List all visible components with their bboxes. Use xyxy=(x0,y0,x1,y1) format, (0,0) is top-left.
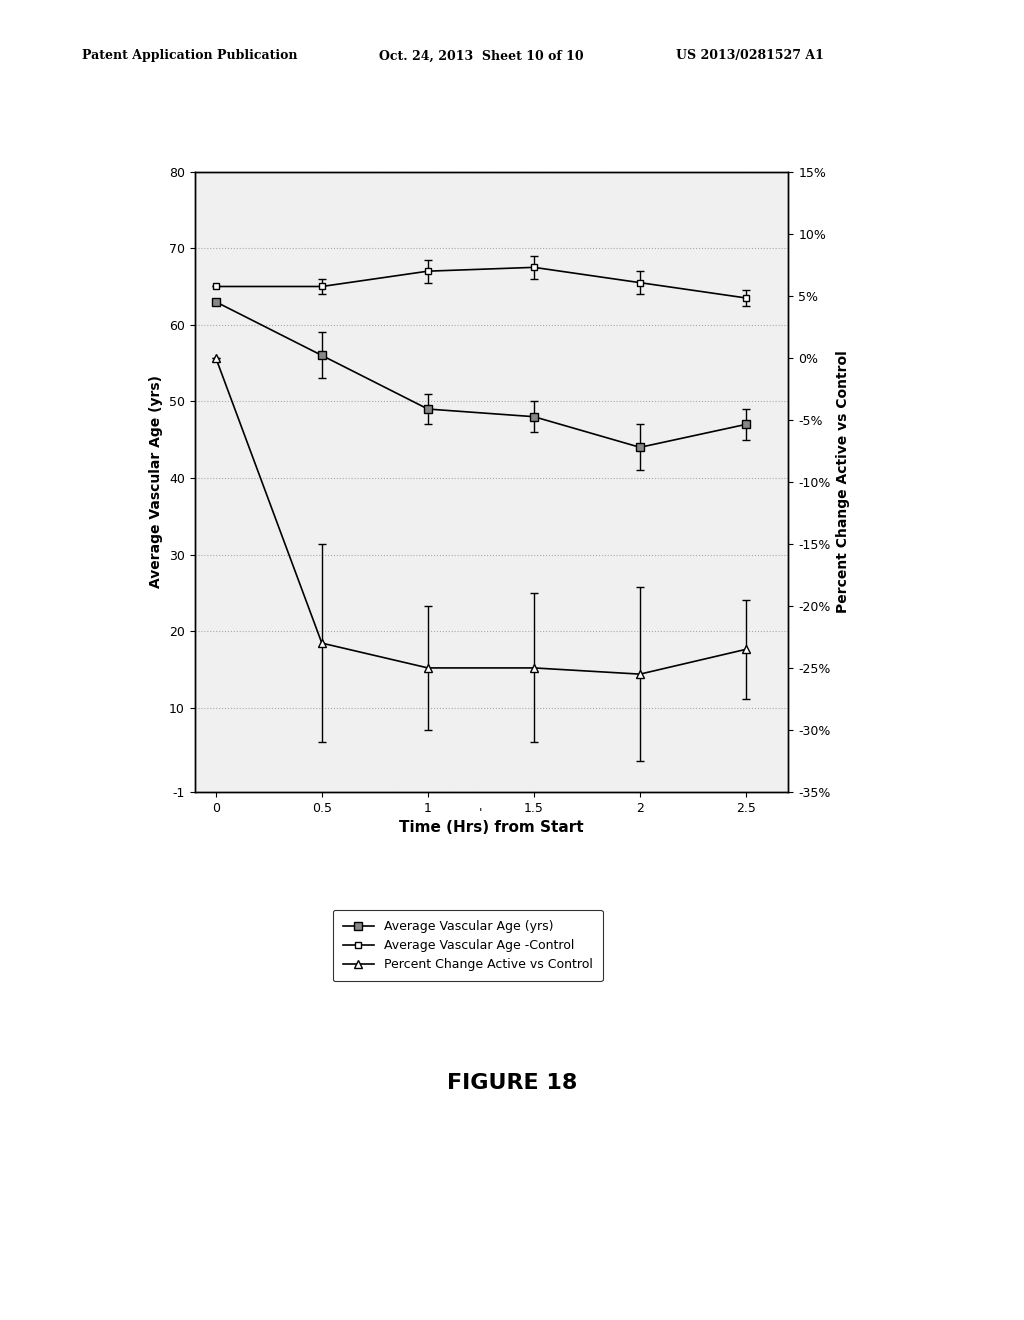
Y-axis label: Percent Change Active vs Control: Percent Change Active vs Control xyxy=(837,350,850,614)
Text: Oct. 24, 2013  Sheet 10 of 10: Oct. 24, 2013 Sheet 10 of 10 xyxy=(379,49,584,62)
Text: Patent Application Publication: Patent Application Publication xyxy=(82,49,297,62)
Text: FIGURE 18: FIGURE 18 xyxy=(446,1073,578,1093)
Y-axis label: Average Vascular Age (yrs): Average Vascular Age (yrs) xyxy=(150,375,163,589)
Text: ': ' xyxy=(479,808,482,820)
X-axis label: Time (Hrs) from Start: Time (Hrs) from Start xyxy=(399,820,584,836)
Legend: Average Vascular Age (yrs), Average Vascular Age -Control, Percent Change Active: Average Vascular Age (yrs), Average Vasc… xyxy=(333,909,603,982)
Text: US 2013/0281527 A1: US 2013/0281527 A1 xyxy=(676,49,823,62)
